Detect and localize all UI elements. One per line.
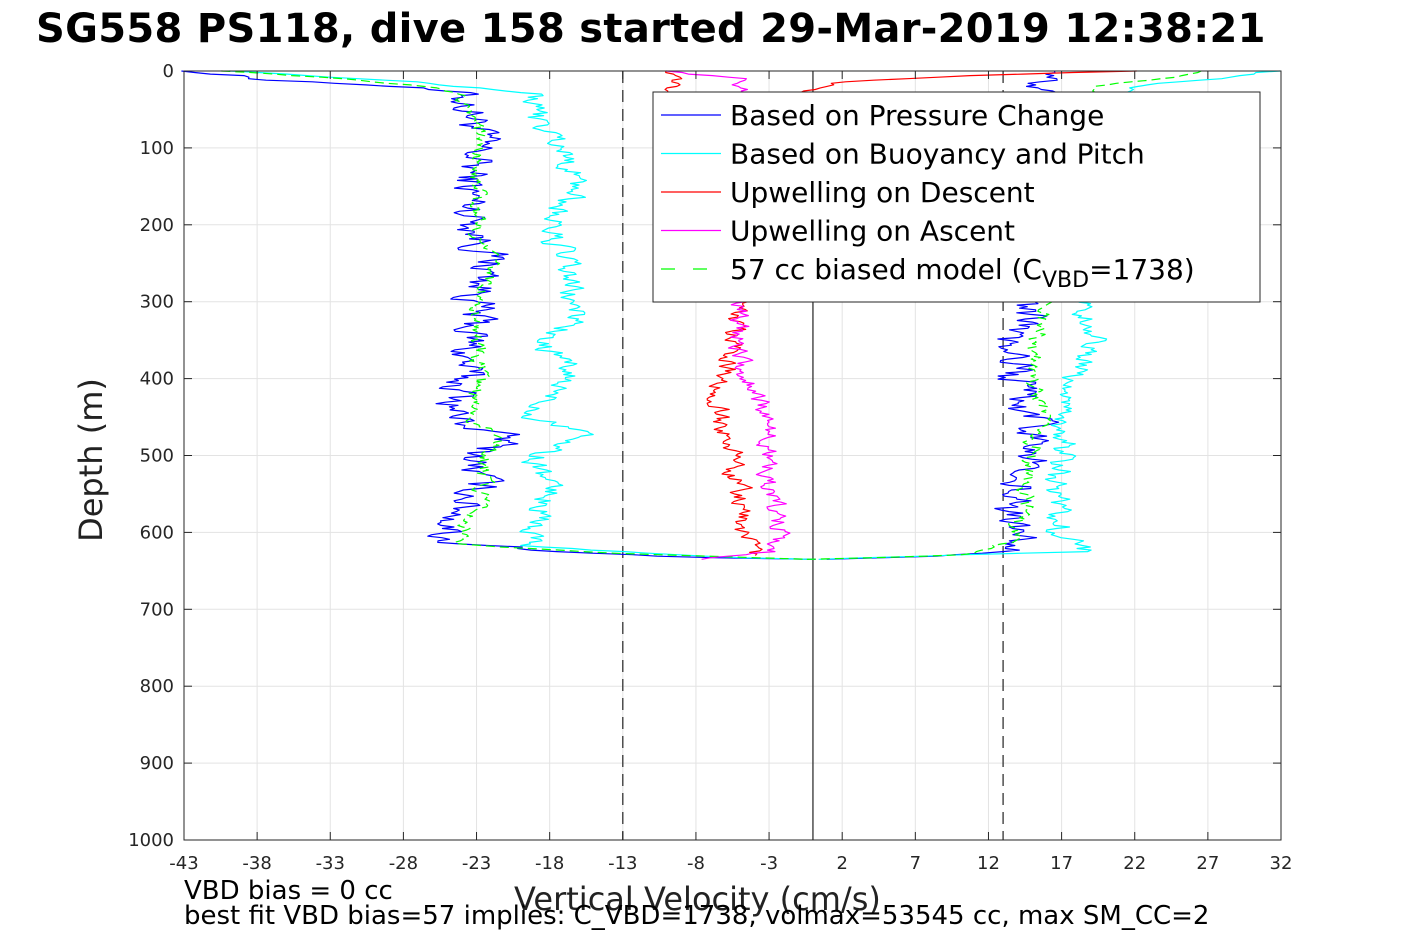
x-tick-label: 32 xyxy=(1270,853,1293,874)
legend-label: Based on Pressure Change xyxy=(730,99,1104,132)
x-tick-label: -13 xyxy=(608,853,637,874)
legend: Based on Pressure Change Based on Buoyanc… xyxy=(652,91,1261,303)
x-tick-label: 7 xyxy=(910,853,921,874)
y-tick-label: 100 xyxy=(140,138,174,159)
legend-subscript: VBD xyxy=(1042,268,1089,293)
x-tick-label: -18 xyxy=(535,853,564,874)
y-tick-label: 400 xyxy=(140,369,174,390)
legend-label: Based on Buoyancy and Pitch xyxy=(730,138,1145,171)
legend-label: Upwelling on Ascent xyxy=(730,215,1015,248)
x-tick-label: -43 xyxy=(169,853,198,874)
legend-label-tail: =1738) xyxy=(1089,253,1195,286)
y-axis-label: Depth (m) xyxy=(72,378,110,542)
x-tick-label: 22 xyxy=(1123,853,1146,874)
series-line-ascent xyxy=(701,301,791,560)
y-tick-label: 600 xyxy=(140,522,174,543)
x-tick-label: -38 xyxy=(242,853,271,874)
x-tick-label: -8 xyxy=(687,853,705,874)
legend-box xyxy=(652,91,1261,303)
series-line-descent xyxy=(221,70,809,560)
x-tick-label: 27 xyxy=(1196,853,1219,874)
footer-line-1: VBD bias = 0 cc xyxy=(184,876,393,906)
x-tick-label: -23 xyxy=(462,853,491,874)
y-tick-label: 800 xyxy=(140,676,174,697)
x-tick-label: -28 xyxy=(389,853,418,874)
x-tick-label: 12 xyxy=(977,853,1000,874)
x-tick-label: -33 xyxy=(316,853,345,874)
x-tick-label: -3 xyxy=(760,853,778,874)
y-tick-label: 900 xyxy=(140,753,174,774)
y-tick-label: 200 xyxy=(140,215,174,236)
x-tick-label: 17 xyxy=(1050,853,1073,874)
x-axis-label: Vertical Velocity (cm/s) xyxy=(514,880,881,918)
y-tick-label: 0 xyxy=(163,61,174,82)
y-tick-label: 700 xyxy=(140,599,174,620)
series-line-descent xyxy=(181,70,816,560)
x-tick-label: 2 xyxy=(836,853,847,874)
y-tick-label: 1000 xyxy=(128,830,174,851)
legend-label: Upwelling on Descent xyxy=(730,176,1035,209)
y-tick-label: 500 xyxy=(140,446,174,467)
chart-title: SG558 PS118, dive 158 started 29-Mar-201… xyxy=(36,6,1266,52)
footer-line-2: best fit VBD bias=57 implies: C_VBD=1738… xyxy=(184,901,1210,931)
axis-ticks: -43 -38 -33 -28 -23 -18 -13 -8 -3 2 7 12 17 22 27 32010… xyxy=(128,61,1292,874)
y-tick-label: 300 xyxy=(140,292,174,313)
series-line-descent xyxy=(229,70,814,560)
